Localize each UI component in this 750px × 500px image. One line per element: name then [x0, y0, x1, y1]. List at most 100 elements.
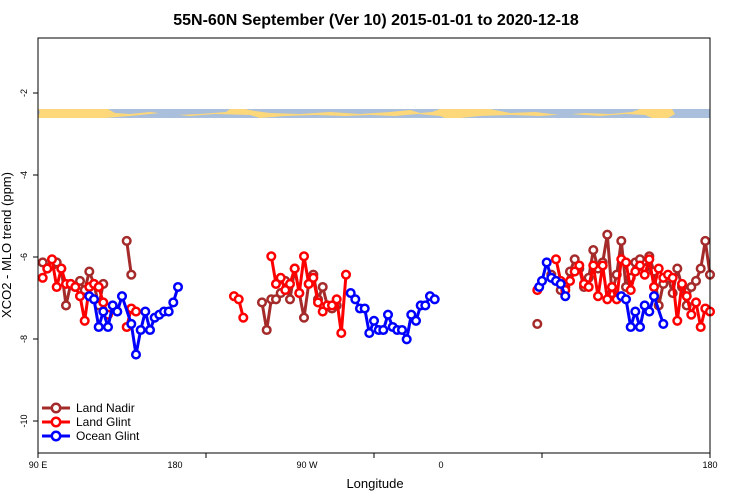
data-point [620, 257, 632, 268]
data-point [560, 291, 571, 302]
x-tick-label: 0 [438, 460, 443, 470]
data-point [130, 306, 142, 317]
y-tick-label: -6 [19, 253, 29, 261]
data-point [648, 281, 660, 293]
series-line [125, 240, 133, 275]
data-point [364, 328, 375, 339]
data-point [284, 278, 296, 289]
x-tick: 180 [167, 453, 207, 470]
data-point [602, 229, 613, 240]
y-tick: -4 [19, 171, 38, 179]
x-tick: 180 [702, 453, 718, 470]
data-point [46, 254, 58, 265]
y-tick-label: -4 [19, 171, 29, 179]
data-point [37, 272, 48, 283]
data-point [126, 318, 137, 329]
data-point [93, 281, 104, 293]
data-point [541, 257, 552, 268]
data-point [597, 260, 608, 271]
x-axis-label: Longitude [346, 476, 403, 491]
y-tick: -6 [19, 253, 38, 261]
data-point [550, 254, 562, 265]
data-point [74, 291, 86, 302]
data-point [644, 306, 655, 317]
data-point [340, 269, 352, 280]
y-axis-label: XCO2 - MLO trend (ppm) [0, 172, 14, 318]
data-point [583, 281, 594, 293]
data-point [163, 306, 174, 317]
data-point [135, 324, 146, 336]
ocean-band-patch-3 [105, 113, 260, 118]
data-point [378, 324, 389, 336]
data-point [410, 315, 422, 326]
x-tick: 90 E [29, 453, 47, 470]
legend-label-land-glint: Land Glint [76, 415, 131, 429]
ocean-band-patch-6 [490, 109, 640, 115]
data-point [690, 275, 702, 286]
data-point [681, 291, 692, 302]
data-point [317, 281, 328, 293]
data-point [672, 315, 683, 326]
legend-marker-land-glint [50, 416, 62, 428]
data-point [644, 254, 655, 265]
data-point [331, 294, 342, 305]
data-point [564, 275, 576, 286]
ocean-band-patch-5 [260, 114, 445, 118]
data-point [102, 321, 114, 333]
data-point [42, 263, 53, 274]
data-point [98, 297, 109, 308]
y-tick: -8 [19, 335, 38, 343]
data-point [532, 318, 543, 329]
data-point [317, 306, 328, 317]
data-point [429, 294, 440, 305]
data-point [270, 294, 282, 305]
data-point [79, 315, 90, 326]
x-tick: 90 W [296, 453, 375, 470]
data-point [294, 288, 305, 299]
ocean-band-patch-7 [460, 114, 652, 118]
y-tick: -10 [19, 414, 38, 428]
data-point [121, 235, 132, 246]
data-point [634, 260, 646, 271]
data-point [634, 321, 646, 333]
data-point [140, 306, 151, 317]
data-point [382, 309, 394, 320]
data-point [284, 294, 296, 305]
data-point [345, 288, 356, 299]
ocean-band-patch-4 [245, 109, 440, 114]
x-tick-label: 180 [167, 460, 182, 470]
data-point [275, 272, 286, 283]
data-point [569, 254, 580, 265]
y-axis: -2 -4 -6 -8 -10 [19, 89, 38, 428]
data-point [130, 349, 142, 360]
data-point [98, 306, 109, 317]
data-point [588, 245, 599, 256]
data-point [667, 272, 678, 283]
data-point [602, 294, 613, 305]
data-point [280, 285, 291, 296]
chart-title: 55N-60N September (Ver 10) 2015-01-01 to… [173, 12, 579, 29]
data-point [555, 278, 566, 289]
data-point [658, 318, 669, 329]
land-band [38, 109, 710, 118]
legend-marker-ocean-glint [50, 430, 62, 442]
data-point [536, 275, 548, 286]
data-point [653, 263, 664, 274]
data-point [368, 315, 380, 326]
data-point [690, 297, 702, 308]
data-point [620, 294, 632, 305]
data-point [574, 260, 585, 271]
data-point [256, 297, 268, 308]
legend-item-land-nadir: Land Nadir [42, 401, 135, 415]
series-line [554, 257, 711, 329]
data-point [359, 303, 370, 314]
legend-item-ocean-glint: Ocean Glint [42, 429, 140, 443]
series-layer [37, 229, 716, 360]
data-point [266, 251, 277, 262]
data-point [695, 321, 706, 333]
y-tick-label: -10 [19, 414, 29, 427]
data-point [93, 321, 104, 333]
data-point [396, 324, 408, 336]
data-point [350, 294, 361, 305]
data-point [233, 294, 244, 305]
